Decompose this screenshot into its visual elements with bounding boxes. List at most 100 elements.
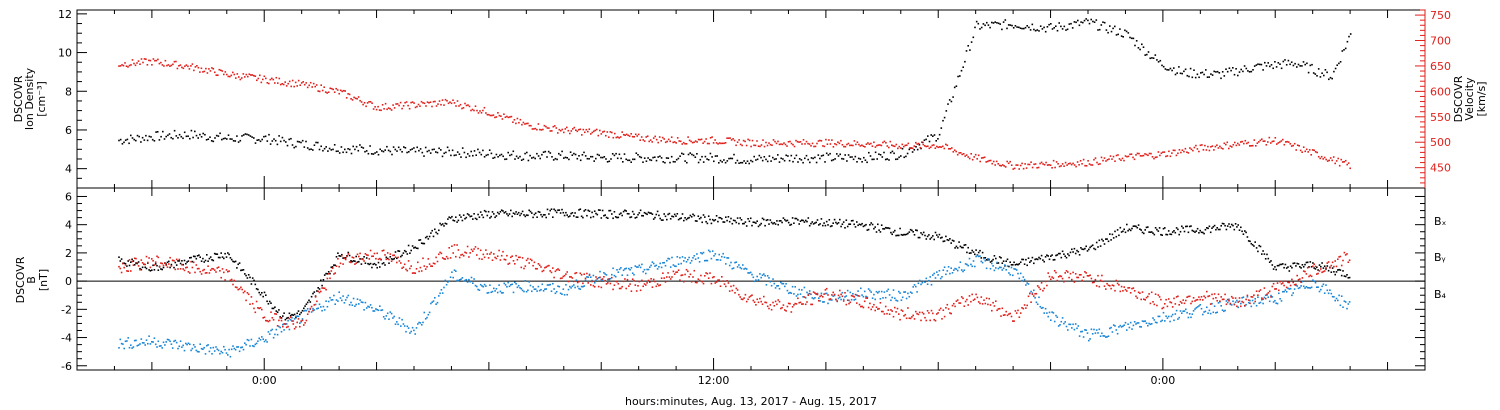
density-point — [918, 144, 921, 146]
bx-point — [385, 256, 388, 259]
by-point — [831, 299, 833, 301]
bx-point — [1327, 269, 1330, 272]
bz-point — [249, 303, 251, 305]
bz-point — [263, 316, 266, 319]
bx-point — [1185, 225, 1187, 228]
bz-point — [566, 271, 568, 273]
bx-point — [1300, 267, 1302, 269]
density-point — [500, 153, 503, 156]
density-point — [1242, 70, 1244, 73]
by-point — [388, 318, 390, 320]
velocity-point — [470, 109, 472, 112]
density-point — [254, 142, 257, 144]
density-point — [1290, 61, 1293, 63]
velocity-point — [205, 67, 207, 70]
bz-point — [1263, 287, 1266, 289]
bz-point — [510, 256, 512, 259]
bz-point — [1342, 259, 1344, 262]
density-point — [1154, 54, 1157, 56]
bz-point — [810, 303, 812, 306]
bz-point — [1246, 294, 1249, 297]
velocity-point — [951, 147, 953, 149]
density-point — [869, 155, 872, 157]
bz-point — [1022, 307, 1025, 310]
bz-point — [918, 311, 921, 314]
density-point — [861, 161, 863, 163]
bz-point — [1254, 300, 1256, 303]
bx-point — [578, 209, 580, 211]
velocity-point — [596, 128, 598, 131]
bz-point — [1154, 293, 1157, 295]
bx-point — [469, 215, 471, 218]
density-point — [913, 149, 916, 151]
bx-point — [704, 216, 706, 218]
bz-point — [853, 296, 855, 298]
velocity-point — [1235, 144, 1238, 147]
bz-point — [601, 278, 604, 280]
bz-point — [464, 251, 466, 254]
bz-point — [937, 312, 939, 314]
velocity-point — [323, 86, 325, 88]
bx-point — [1101, 238, 1103, 241]
bx-point — [508, 213, 511, 215]
by-point — [1077, 325, 1080, 327]
velocity-point — [354, 97, 357, 100]
density-point — [467, 153, 469, 155]
density-point — [758, 154, 761, 157]
by-point — [1177, 318, 1179, 320]
by-point — [381, 309, 384, 311]
bx-point — [1050, 255, 1052, 257]
density-point — [750, 159, 752, 162]
by-point — [818, 297, 820, 299]
by-point — [625, 267, 627, 270]
density-point — [313, 144, 316, 146]
by-point — [694, 258, 697, 260]
by-point — [1258, 302, 1260, 304]
by-point — [852, 293, 854, 295]
by-point — [318, 303, 321, 306]
by-point — [1153, 319, 1156, 321]
velocity-point — [422, 102, 424, 104]
bz-point — [1296, 274, 1298, 277]
by-point — [119, 338, 122, 341]
velocity-point — [649, 139, 652, 141]
velocity-point — [886, 145, 889, 147]
velocity-point — [465, 104, 468, 107]
velocity-point — [236, 73, 239, 75]
velocity-point — [766, 144, 769, 147]
bx-point — [517, 211, 520, 214]
by-point — [1192, 310, 1195, 312]
bz-point — [807, 294, 810, 296]
velocity-point — [865, 143, 868, 145]
density-point — [950, 100, 953, 103]
velocity-point — [684, 143, 686, 145]
bz-point — [707, 277, 710, 279]
bx-point — [730, 217, 732, 220]
velocity-point — [426, 101, 429, 103]
by-point — [1105, 336, 1107, 338]
time-tick-label: 0:00 — [1151, 374, 1176, 387]
velocity-point — [900, 147, 902, 149]
bx-point — [755, 222, 757, 224]
velocity-point — [1073, 164, 1076, 166]
bx-point — [1157, 230, 1160, 232]
by-point — [149, 343, 152, 345]
bx-point — [440, 224, 443, 226]
bz-point — [1102, 280, 1104, 283]
bz-point — [1031, 293, 1034, 296]
density-point — [1314, 73, 1317, 75]
bx-point — [968, 252, 971, 254]
by-point — [772, 278, 774, 280]
by-point — [337, 300, 339, 302]
density-point — [552, 159, 555, 161]
bz-point — [922, 313, 925, 315]
by-point — [621, 274, 623, 276]
by-point — [1004, 264, 1006, 266]
velocity-point — [206, 72, 209, 74]
velocity-point — [1316, 151, 1318, 154]
bz-point — [656, 283, 659, 285]
bz-point — [164, 262, 166, 264]
bz-point — [320, 290, 322, 293]
density-point — [574, 153, 577, 156]
bx-point — [1279, 263, 1281, 266]
